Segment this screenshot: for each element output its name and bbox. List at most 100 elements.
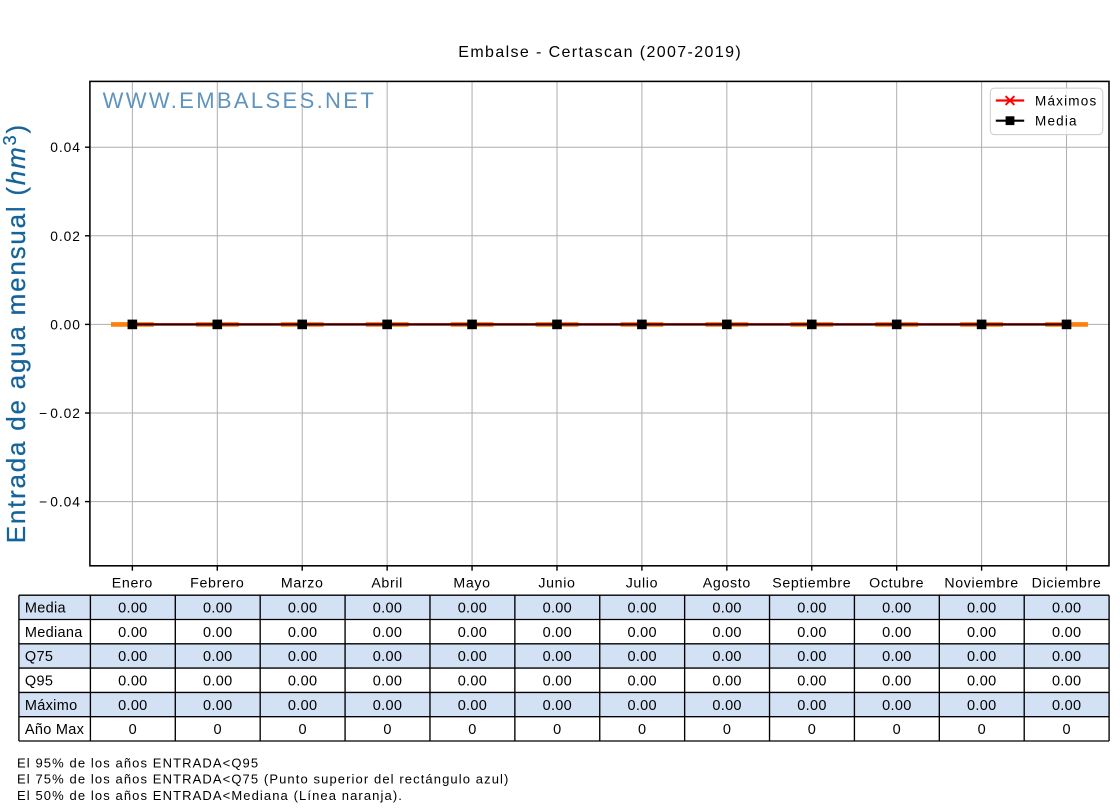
svg-text:0.00: 0.00: [458, 698, 487, 714]
svg-text:0.00: 0.00: [373, 674, 402, 690]
svg-text:0.00: 0.00: [458, 625, 487, 641]
svg-text:0: 0: [298, 722, 306, 738]
svg-text:Abril: Abril: [371, 575, 403, 591]
svg-text:0.00: 0.00: [543, 649, 572, 665]
svg-text:0.00: 0.00: [797, 625, 826, 641]
svg-text:Diciembre: Diciembre: [1032, 575, 1102, 591]
svg-text:0.00: 0.00: [1052, 601, 1081, 617]
svg-text:El 50% de los años ENTRADA<Med: El 50% de los años ENTRADA<Mediana (Líne…: [17, 788, 403, 803]
svg-text:Julio: Julio: [626, 575, 658, 591]
svg-text:0: 0: [1062, 722, 1070, 738]
svg-text:0.00: 0.00: [118, 698, 147, 714]
svg-text:0.00: 0.00: [882, 649, 911, 665]
svg-text:Q95: Q95: [25, 674, 53, 690]
svg-text:0.00: 0.00: [882, 674, 911, 690]
svg-text:0.00: 0.00: [118, 625, 147, 641]
svg-text:0.00: 0.00: [712, 698, 741, 714]
svg-text:El 95% de los años ENTRADA<Q95: El 95% de los años ENTRADA<Q95: [17, 755, 259, 770]
svg-text:Embalse - Certascan (2007-2019: Embalse - Certascan (2007-2019): [458, 44, 742, 61]
svg-text:0: 0: [468, 722, 476, 738]
svg-text:0.00: 0.00: [712, 601, 741, 617]
svg-text:0: 0: [553, 722, 561, 738]
svg-text:Entrada de agua mensual (hm3): Entrada de agua mensual (hm3): [0, 123, 31, 543]
svg-text:El 75% de los años ENTRADA<Q75: El 75% de los años ENTRADA<Q75 (Punto su…: [17, 772, 509, 787]
svg-text:0.00: 0.00: [882, 601, 911, 617]
svg-text:WWW.EMBALSES.NET: WWW.EMBALSES.NET: [103, 88, 377, 113]
svg-text:0.00: 0.00: [203, 698, 232, 714]
svg-text:0.02: 0.02: [50, 229, 81, 244]
svg-text:0.00: 0.00: [288, 649, 317, 665]
svg-text:0.00: 0.00: [627, 674, 656, 690]
svg-text:0.00: 0.00: [712, 625, 741, 641]
svg-text:0.00: 0.00: [288, 674, 317, 690]
svg-text:0.00: 0.00: [203, 625, 232, 641]
svg-text:0: 0: [129, 722, 137, 738]
svg-text:0: 0: [893, 722, 901, 738]
svg-text:0.00: 0.00: [1052, 698, 1081, 714]
svg-text:0.00: 0.00: [712, 674, 741, 690]
svg-text:Q75: Q75: [25, 649, 53, 665]
svg-text:0.00: 0.00: [797, 649, 826, 665]
svg-text:0.00: 0.00: [1052, 625, 1081, 641]
svg-text:Marzo: Marzo: [281, 575, 324, 591]
svg-text:0.00: 0.00: [373, 601, 402, 617]
svg-text:0.00: 0.00: [797, 698, 826, 714]
svg-text:0: 0: [638, 722, 646, 738]
svg-text:0.00: 0.00: [627, 698, 656, 714]
svg-text:0.00: 0.00: [627, 649, 656, 665]
svg-text:Mayo: Mayo: [453, 575, 490, 591]
svg-text:0.00: 0.00: [543, 698, 572, 714]
svg-text:Máximos: Máximos: [1035, 93, 1097, 108]
svg-text:0.00: 0.00: [967, 674, 996, 690]
svg-text:0.00: 0.00: [373, 625, 402, 641]
svg-text:0.00: 0.00: [967, 649, 996, 665]
svg-text:Máximo: Máximo: [25, 698, 78, 714]
svg-text:0.00: 0.00: [882, 698, 911, 714]
svg-text:0.04: 0.04: [50, 140, 81, 155]
svg-text:0.00: 0.00: [288, 698, 317, 714]
svg-text:0.00: 0.00: [797, 601, 826, 617]
svg-text:0.00: 0.00: [373, 698, 402, 714]
svg-text:0.00: 0.00: [203, 649, 232, 665]
svg-text:Año Max: Año Max: [25, 722, 85, 738]
svg-text:0.00: 0.00: [967, 625, 996, 641]
svg-text:Junio: Junio: [538, 575, 575, 591]
svg-text:0.00: 0.00: [458, 674, 487, 690]
svg-text:0: 0: [214, 722, 222, 738]
svg-text:0.00: 0.00: [50, 317, 81, 332]
svg-text:0.00: 0.00: [203, 674, 232, 690]
svg-text:0.00: 0.00: [797, 674, 826, 690]
svg-text:0: 0: [383, 722, 391, 738]
svg-text:0.00: 0.00: [543, 601, 572, 617]
svg-text:Noviembre: Noviembre: [944, 575, 1018, 591]
svg-text:Enero: Enero: [112, 575, 153, 591]
svg-text:0: 0: [723, 722, 731, 738]
svg-text:−0.02: −0.02: [39, 406, 81, 421]
svg-text:0.00: 0.00: [967, 601, 996, 617]
svg-text:0.00: 0.00: [712, 649, 741, 665]
svg-text:0.00: 0.00: [1052, 649, 1081, 665]
svg-text:0.00: 0.00: [627, 601, 656, 617]
svg-text:0.00: 0.00: [118, 601, 147, 617]
svg-text:0.00: 0.00: [118, 674, 147, 690]
svg-text:0.00: 0.00: [458, 649, 487, 665]
svg-text:0: 0: [808, 722, 816, 738]
svg-text:0.00: 0.00: [118, 649, 147, 665]
svg-text:0.00: 0.00: [543, 674, 572, 690]
svg-text:Media: Media: [25, 601, 67, 617]
svg-text:0.00: 0.00: [288, 601, 317, 617]
svg-text:−0.04: −0.04: [39, 495, 81, 510]
svg-text:0.00: 0.00: [203, 601, 232, 617]
svg-text:0.00: 0.00: [288, 625, 317, 641]
svg-text:0.00: 0.00: [543, 625, 572, 641]
svg-text:Septiembre: Septiembre: [772, 575, 851, 591]
svg-text:Octubre: Octubre: [869, 575, 924, 591]
svg-text:Agosto: Agosto: [703, 575, 751, 591]
svg-text:0.00: 0.00: [373, 649, 402, 665]
svg-text:0.00: 0.00: [1052, 674, 1081, 690]
svg-text:0.00: 0.00: [458, 601, 487, 617]
svg-text:Febrero: Febrero: [190, 575, 244, 591]
svg-text:0.00: 0.00: [882, 625, 911, 641]
svg-text:0.00: 0.00: [967, 698, 996, 714]
svg-text:Media: Media: [1035, 114, 1078, 129]
